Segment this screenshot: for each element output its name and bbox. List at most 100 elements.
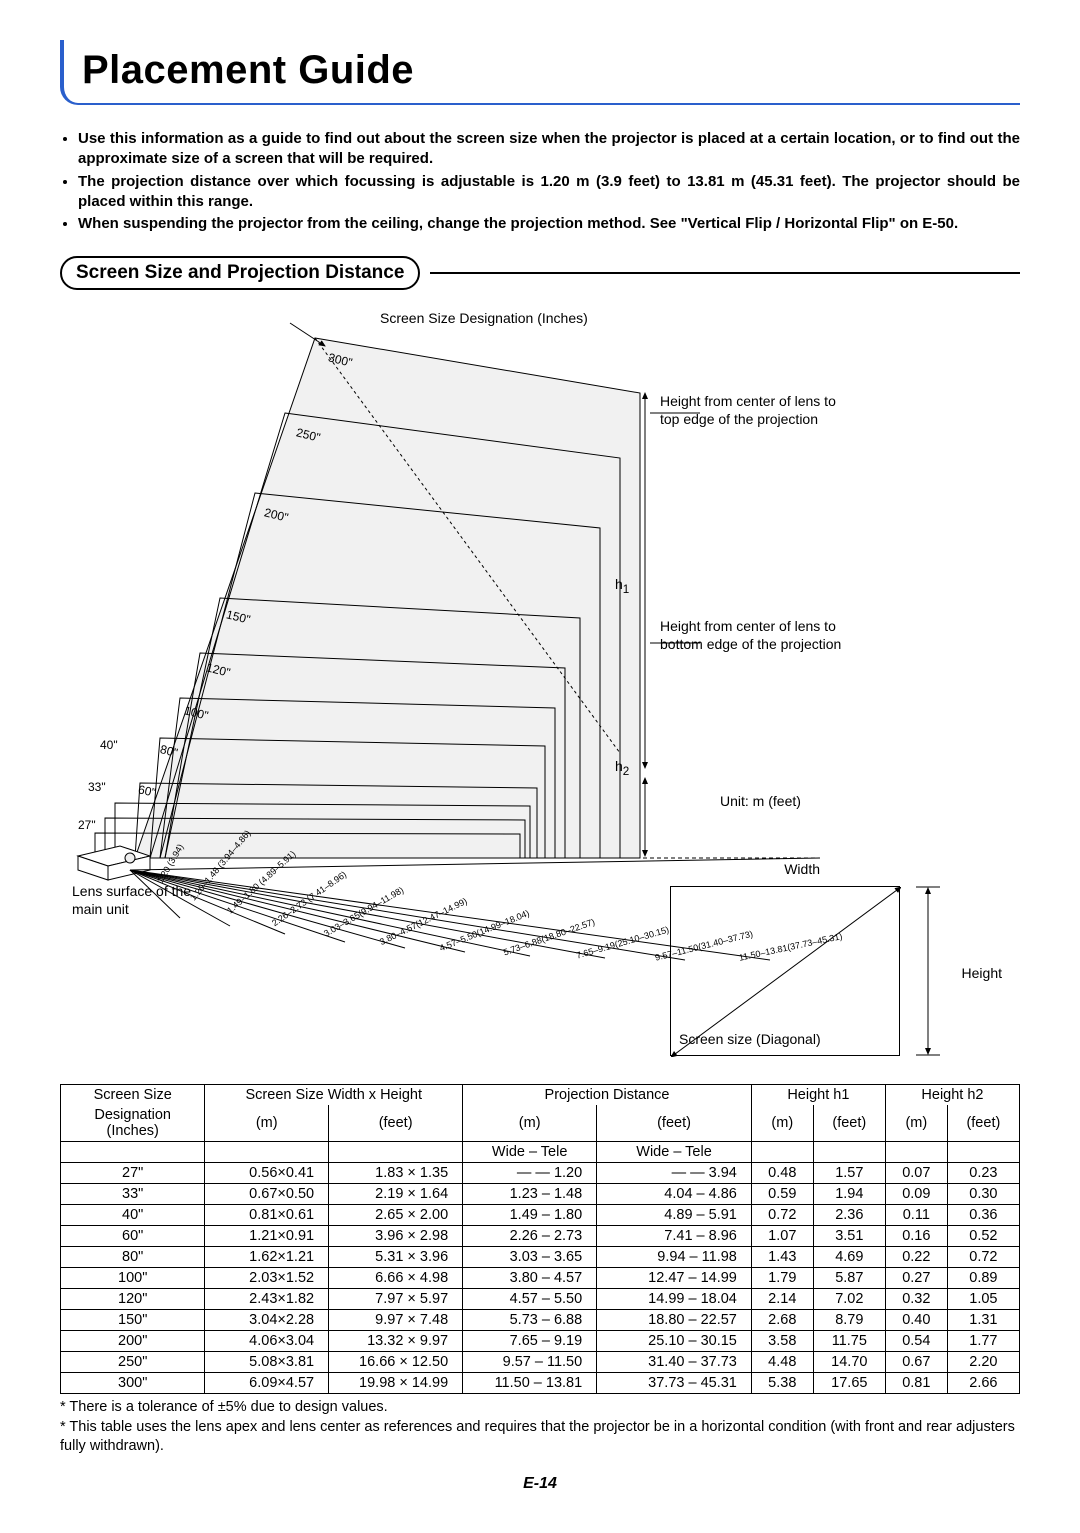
table-cell: 1.21×0.91 (205, 1226, 329, 1247)
table-cell: 60" (61, 1226, 205, 1247)
table-cell: 1.31 (947, 1310, 1019, 1331)
table-row: 200"4.06×3.0413.32 × 9.977.65 – 9.1925.1… (61, 1331, 1020, 1352)
table-cell: 0.32 (885, 1289, 947, 1310)
table-cell: 0.81×0.61 (205, 1205, 329, 1226)
table-cell: 16.66 × 12.50 (329, 1352, 463, 1373)
table-row: 120"2.43×1.827.97 × 5.974.57 – 5.5014.99… (61, 1289, 1020, 1310)
table-cell: 0.22 (885, 1247, 947, 1268)
table-cell: 1.62×1.21 (205, 1247, 329, 1268)
table-cell: 8.79 (813, 1310, 885, 1331)
title-container: Placement Guide (60, 40, 1020, 105)
table-cell: 200" (61, 1331, 205, 1352)
th-size: Screen Size (61, 1085, 205, 1106)
table-row: 40"0.81×0.612.65 × 2.001.49 – 1.804.89 –… (61, 1205, 1020, 1226)
section-heading: Screen Size and Projection Distance (60, 256, 420, 290)
table-cell: 1.07 (751, 1226, 813, 1247)
section-heading-row: Screen Size and Projection Distance (60, 256, 1020, 290)
table-row: 80"1.62×1.215.31 × 3.963.03 – 3.659.94 –… (61, 1247, 1020, 1268)
th-wh-ft: (feet) (329, 1105, 463, 1142)
table-cell: 0.30 (947, 1184, 1019, 1205)
table-cell: 0.67×0.50 (205, 1184, 329, 1205)
table-cell: 3.51 (813, 1226, 885, 1247)
table-cell: 18.80 – 22.57 (597, 1310, 752, 1331)
height-label: Height (962, 965, 1002, 983)
th-h2: Height h2 (885, 1085, 1019, 1106)
table-cell: 3.80 – 4.57 (463, 1268, 597, 1289)
bullet-item: When suspending the projector from the c… (78, 214, 1020, 234)
screen-mark: 40" (100, 738, 118, 753)
table-cell: 0.67 (885, 1352, 947, 1373)
table-cell: 80" (61, 1247, 205, 1268)
bullet-item: The projection distance over which focus… (78, 172, 1020, 213)
th-wt2: Wide – Tele (597, 1142, 752, 1163)
table-cell: 2.14 (751, 1289, 813, 1310)
table-cell: 1.43 (751, 1247, 813, 1268)
table-cell: 1.23 – 1.48 (463, 1184, 597, 1205)
table-cell: 6.66 × 4.98 (329, 1268, 463, 1289)
table-cell: 7.02 (813, 1289, 885, 1310)
table-cell: 1.83 × 1.35 (329, 1163, 463, 1184)
table-cell: 5.87 (813, 1268, 885, 1289)
lens-label: Lens surface of the main unit (72, 883, 212, 918)
diagonal-label: Screen size (Diagonal) (679, 1031, 821, 1047)
table-cell: 0.59 (751, 1184, 813, 1205)
footnotes: * There is a tolerance of ±5% due to des… (60, 1398, 1020, 1457)
table-cell: 250" (61, 1352, 205, 1373)
table-cell: 5.31 × 3.96 (329, 1247, 463, 1268)
page-number: E-14 (60, 1475, 1020, 1493)
th-pd-ft: (feet) (597, 1105, 752, 1142)
table-cell: 17.65 (813, 1373, 885, 1394)
table-cell: 0.36 (947, 1205, 1019, 1226)
table-cell: 4.89 – 5.91 (597, 1205, 752, 1226)
table-cell: 7.41 – 8.96 (597, 1226, 752, 1247)
table-cell: 37.73 – 45.31 (597, 1373, 752, 1394)
th-h2-ft: (feet) (947, 1105, 1019, 1142)
table-cell: 2.19 × 1.64 (329, 1184, 463, 1205)
table-cell: 27" (61, 1163, 205, 1184)
table-cell: 5.73 – 6.88 (463, 1310, 597, 1331)
screen-mark: 33" (88, 780, 106, 795)
table-cell: 1.49 – 1.80 (463, 1205, 597, 1226)
screen-mark: 27" (78, 818, 96, 833)
table-cell: 0.52 (947, 1226, 1019, 1247)
table-cell: 1.94 (813, 1184, 885, 1205)
diagram-designation-label: Screen Size Designation (Inches) (380, 310, 588, 328)
table-cell: 3.96 × 2.98 (329, 1226, 463, 1247)
table-cell: 31.40 – 37.73 (597, 1352, 752, 1373)
table-cell: 0.72 (947, 1247, 1019, 1268)
table-cell: 40" (61, 1205, 205, 1226)
table-cell: 4.48 (751, 1352, 813, 1373)
table-row: 60"1.21×0.913.96 × 2.982.26 – 2.737.41 –… (61, 1226, 1020, 1247)
th-h1-ft: (feet) (813, 1105, 885, 1142)
table-row: 250"5.08×3.8116.66 × 12.509.57 – 11.5031… (61, 1352, 1020, 1373)
table-cell: 6.09×4.57 (205, 1373, 329, 1394)
diagram-h2-label: Height from center of lens to bottom edg… (660, 618, 850, 653)
section-rule (430, 272, 1020, 274)
th-wh-m: (m) (205, 1105, 329, 1142)
table-row: 100"2.03×1.526.66 × 4.983.80 – 4.5712.47… (61, 1268, 1020, 1289)
table-cell: 1.57 (813, 1163, 885, 1184)
table-cell: 1.05 (947, 1289, 1019, 1310)
table-cell: 14.70 (813, 1352, 885, 1373)
table-cell: 2.36 (813, 1205, 885, 1226)
table-cell: 2.66 (947, 1373, 1019, 1394)
table-cell: 14.99 – 18.04 (597, 1289, 752, 1310)
table-cell: 4.69 (813, 1247, 885, 1268)
table-cell: 0.89 (947, 1268, 1019, 1289)
bullet-item: Use this information as a guide to find … (78, 129, 1020, 170)
table-cell: 5.08×3.81 (205, 1352, 329, 1373)
th-h2-m: (m) (885, 1105, 947, 1142)
th-wt1: Wide – Tele (463, 1142, 597, 1163)
table-cell: 7.97 × 5.97 (329, 1289, 463, 1310)
footnote: * There is a tolerance of ±5% due to des… (60, 1398, 1020, 1418)
th-pd-m: (m) (463, 1105, 597, 1142)
table-cell: 300" (61, 1373, 205, 1394)
table-cell: 0.72 (751, 1205, 813, 1226)
table-cell: 4.06×3.04 (205, 1331, 329, 1352)
table-cell: 0.54 (885, 1331, 947, 1352)
table-cell: 150" (61, 1310, 205, 1331)
table-cell: — — 1.20 (463, 1163, 597, 1184)
table-cell: 2.43×1.82 (205, 1289, 329, 1310)
table-cell: 3.58 (751, 1331, 813, 1352)
screen-inset: Screen size (Diagonal) (670, 886, 900, 1056)
